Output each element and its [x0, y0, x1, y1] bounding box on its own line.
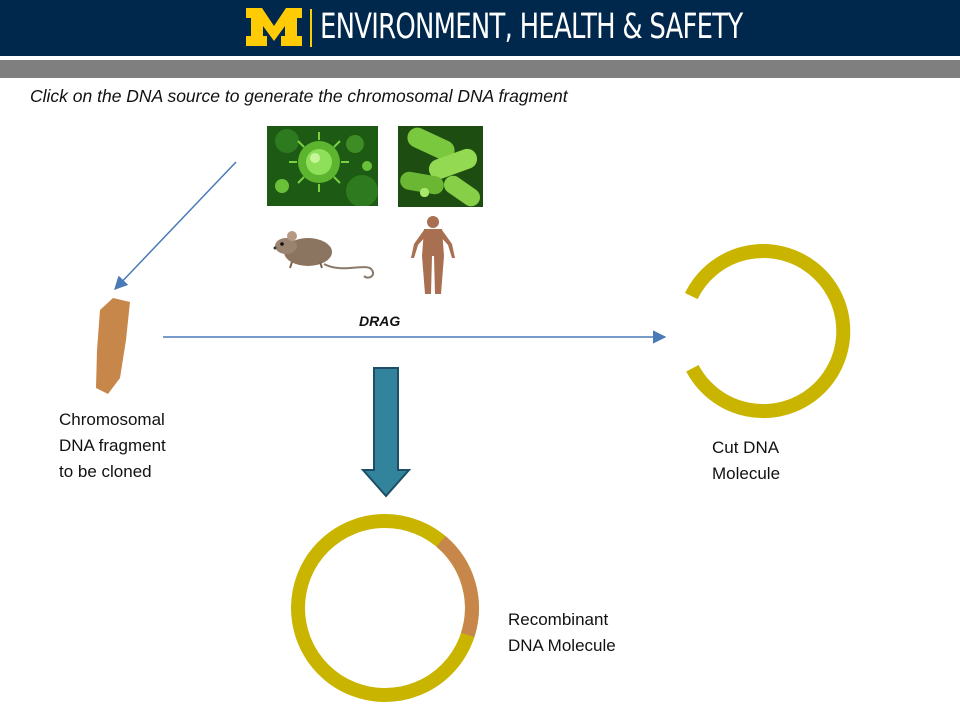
header-title: ENVIRONMENT, HEALTH & SAFETY	[320, 7, 743, 47]
cut-dna-molecule[interactable]	[685, 244, 851, 419]
virus-icon	[267, 126, 378, 207]
mouse-icon	[273, 231, 374, 279]
bacteria-icon	[398, 126, 483, 207]
drag-label: DRAG	[359, 313, 401, 329]
block-m-logo	[246, 8, 302, 46]
fragment-label-line3: to be cloned	[59, 462, 152, 481]
human-source[interactable]	[408, 214, 458, 296]
fragment-label-line2: DNA fragment	[59, 436, 166, 455]
cut-gap	[676, 300, 692, 362]
mouse-source[interactable]	[272, 224, 380, 284]
source-to-fragment-arrow	[114, 161, 237, 290]
fragment-label-line1: Chromosomal	[59, 410, 165, 429]
bacteria-source[interactable]	[398, 126, 483, 207]
human-icon	[411, 216, 455, 294]
chromosomal-dna-fragment[interactable]	[96, 298, 130, 394]
recombinant-label: Recombinant DNA Molecule	[508, 607, 616, 659]
recombinant-label-line2: DNA Molecule	[508, 636, 616, 655]
header-band	[0, 60, 960, 78]
header-divider	[310, 9, 312, 47]
instruction-text: Click on the DNA source to generate the …	[30, 86, 568, 106]
site-header: ENVIRONMENT, HEALTH & SAFETY	[0, 0, 960, 56]
fragment-label: Chromosomal DNA fragment to be cloned	[59, 407, 166, 485]
cut-dna-label-line2: Molecule	[712, 464, 781, 483]
cut-dna-label-line1: Cut DNA	[712, 438, 780, 457]
recombinant-label-line1: Recombinant	[508, 610, 609, 629]
cut-dna-label: Cut DNA Molecule	[712, 435, 780, 487]
virus-source[interactable]	[267, 126, 378, 207]
down-arrow	[360, 367, 412, 498]
inserted-fragment	[436, 536, 479, 638]
